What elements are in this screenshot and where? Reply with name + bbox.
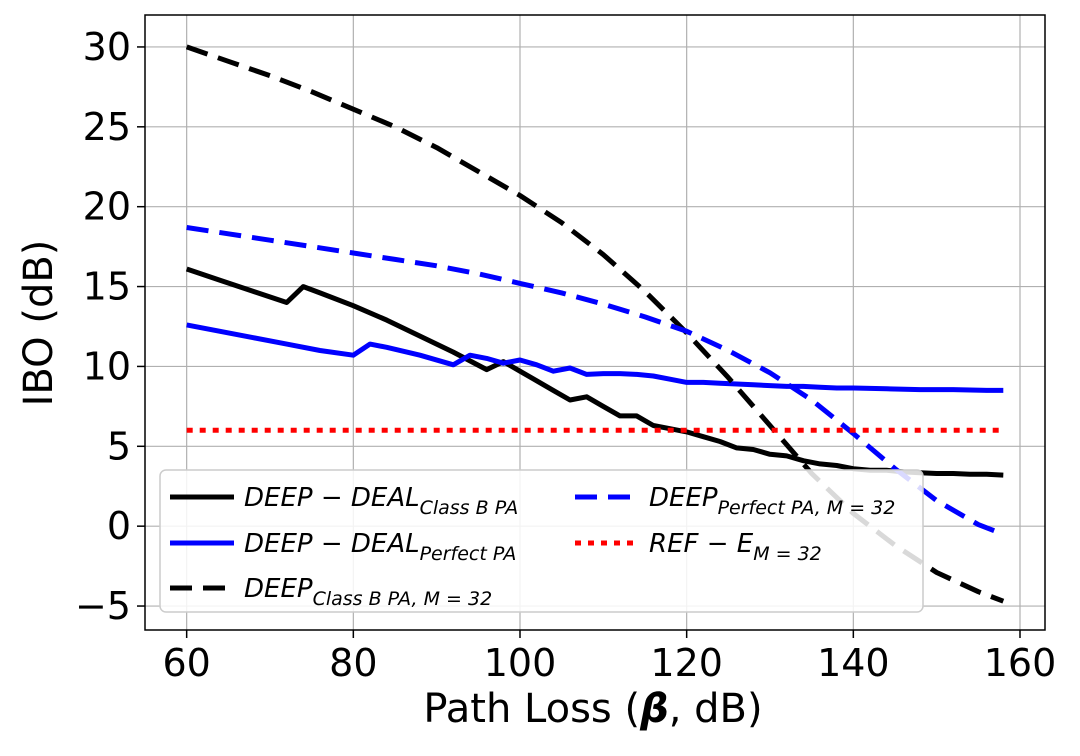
x-tick-label: 120: [650, 641, 723, 685]
legend-label-subscript: Class B PA, M = 32: [313, 588, 493, 610]
legend-label-deal-classb: DEEP − DEALClass B PA: [244, 483, 518, 519]
series-line-deep-perfect: [186, 225, 1005, 537]
legend-label-ref-e: REF − EM = 32: [649, 529, 822, 565]
legend-label-main: DEEP: [244, 574, 313, 604]
legend-label-deep-perfect: DEEPPerfect PA, M = 32: [649, 483, 895, 519]
x-axis-ticks: 60 80 100 120 140 160: [162, 630, 1056, 685]
y-axis-ticks: 30 25 20 15 10 5 0 −5: [75, 25, 145, 628]
legend-label-main: DEEP − DEAL: [244, 483, 420, 513]
y-tick-label: −5: [75, 584, 131, 628]
legend-label-subscript: Perfect PA: [420, 543, 517, 565]
legend-label-main: DEEP − DEAL: [244, 529, 420, 559]
x-axis-label-symbol: β: [639, 686, 669, 732]
y-tick-label: 20: [83, 185, 131, 229]
plot-frame: [144, 14, 1046, 631]
series-line-deal-perfect: [186, 322, 1004, 393]
legend-label-deal-perfect: DEEP − DEALPerfect PA: [244, 529, 516, 565]
x-tick-label: 80: [329, 641, 377, 685]
y-tick-label: 0: [107, 504, 131, 548]
x-tick-label: 140: [817, 641, 890, 685]
legend-label-main: REF − E: [649, 529, 754, 559]
legend-box: [159, 469, 924, 613]
y-tick-label: 15: [83, 265, 131, 309]
y-tick-label: 10: [83, 344, 131, 388]
x-tick-label: 160: [984, 641, 1057, 685]
legend-label-deep-classb: DEEPClass B PA, M = 32: [244, 574, 492, 610]
y-tick-label: 30: [83, 25, 131, 69]
x-axis-label: Path Loss (β, dB): [423, 686, 762, 732]
x-axis-label-prefix: Path Loss (: [423, 686, 640, 732]
y-axis-label: IBO (dB): [16, 240, 62, 407]
x-axis-label-suffix: , dB): [669, 686, 763, 732]
legend-label-subscript: Class B PA: [420, 497, 519, 519]
legend-label-subscript: Perfect PA, M = 32: [718, 497, 896, 519]
legend-label-main: DEEP: [649, 483, 718, 513]
y-tick-label: 5: [107, 424, 131, 468]
x-tick-label: 100: [484, 641, 557, 685]
x-tick-label: 60: [162, 641, 210, 685]
y-tick-label: 25: [83, 105, 131, 149]
legend-label-subscript: M = 32: [753, 543, 822, 565]
